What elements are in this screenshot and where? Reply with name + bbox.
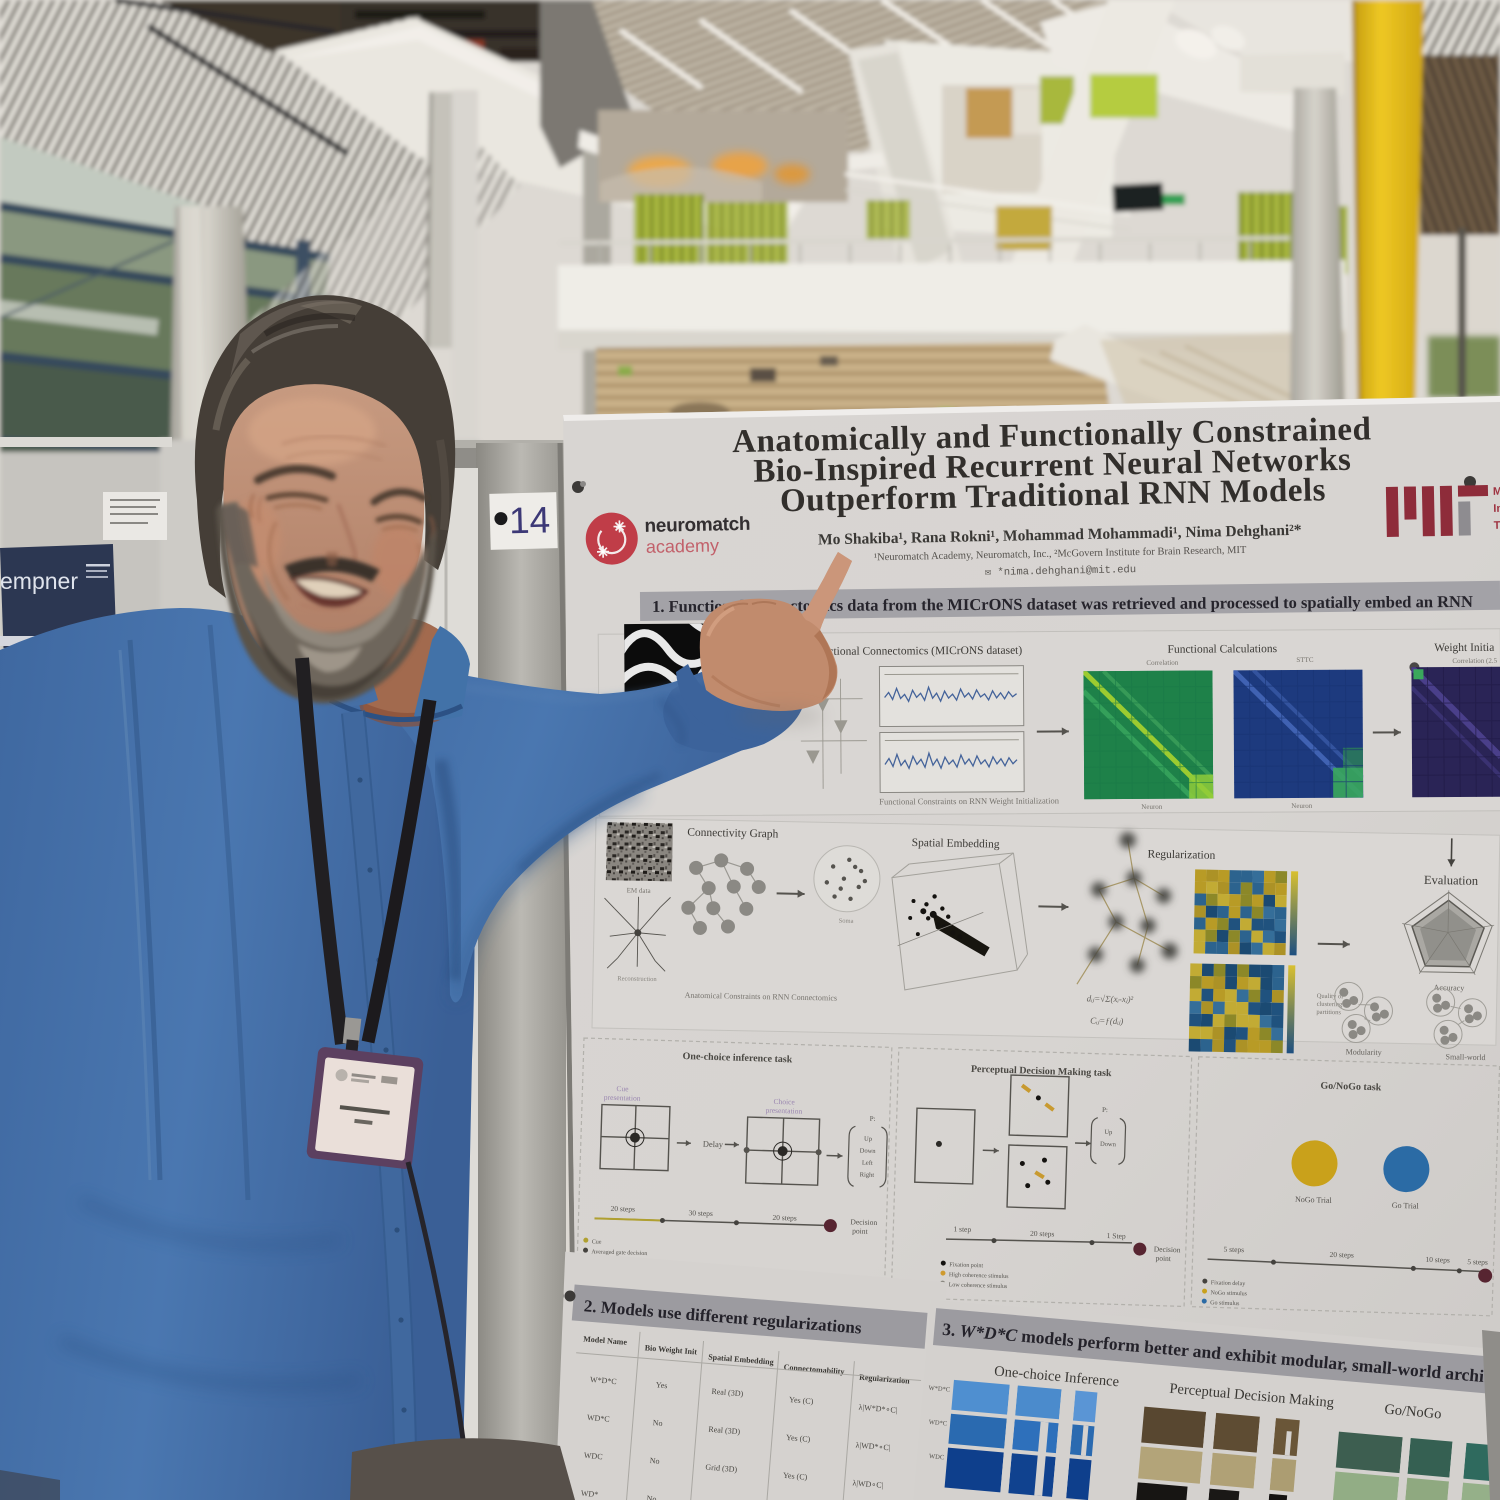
svg-text:Te: Te: [1494, 520, 1500, 532]
svg-text:Go Trial: Go Trial: [1392, 1201, 1420, 1211]
svg-text:Modularity: Modularity: [1346, 1047, 1382, 1057]
svg-text:Functional Connectomics (MICrO: Functional Connectomics (MICrONS dataset…: [810, 645, 1022, 658]
svg-text:Functional Constraints on RNN: Functional Constraints on RNN Weight Ini…: [879, 795, 1060, 806]
svg-text:Accuracy: Accuracy: [1434, 983, 1465, 993]
svg-text:Small-world: Small-world: [1446, 1052, 1486, 1062]
svg-text:neuromatch: neuromatch: [644, 514, 750, 537]
svg-text:Fixation delay: Fixation delay: [1211, 1280, 1246, 1287]
svg-text:Yes (C): Yes (C): [786, 1433, 811, 1444]
svg-text:20 steps: 20 steps: [610, 1204, 635, 1214]
svg-text:In: In: [1493, 503, 1500, 515]
svg-text:Low coherence stimulus: Low coherence stimulus: [949, 1282, 1008, 1290]
svg-text:Up: Up: [864, 1136, 872, 1143]
svg-text:Cᵢⱼ=ƒ(dᵢⱼ): Cᵢⱼ=ƒ(dᵢⱼ): [1090, 1015, 1123, 1026]
svg-text:EM data: EM data: [627, 887, 652, 895]
svg-text:Yes (C): Yes (C): [783, 1471, 808, 1482]
svg-text:1 step: 1 step: [953, 1224, 971, 1234]
svg-text:λ|WD∘C|: λ|WD∘C|: [852, 1478, 883, 1489]
svg-text:Real (3D): Real (3D): [708, 1425, 741, 1437]
svg-text:empner: empner: [0, 568, 78, 594]
svg-text:W*D*C: W*D*C: [590, 1375, 617, 1386]
svg-text:1 Step: 1 Step: [1107, 1231, 1126, 1241]
svg-text:λ|W*D*∘C|: λ|W*D*∘C|: [858, 1403, 897, 1415]
svg-text:Soma: Soma: [839, 918, 854, 925]
svg-text:Real (3D): Real (3D): [711, 1387, 744, 1399]
svg-text:Correlation: Correlation: [1146, 659, 1178, 667]
svg-text:Functional Calculations: Functional Calculations: [1167, 643, 1277, 656]
svg-text:✉ *nima.dehghani@mit.edu: ✉ *nima.dehghani@mit.edu: [985, 564, 1136, 579]
svg-text:academy: academy: [646, 535, 719, 556]
svg-text:WD*C: WD*C: [587, 1413, 610, 1424]
svg-text:Reconstruction: Reconstruction: [617, 975, 657, 983]
svg-text:W*D*C: W*D*C: [928, 1385, 950, 1394]
svg-text:Quality of: Quality of: [1317, 993, 1345, 1001]
svg-text:point: point: [1155, 1254, 1172, 1263]
svg-text:Weight Initia: Weight Initia: [1434, 642, 1494, 654]
svg-text:20 steps: 20 steps: [1030, 1229, 1055, 1239]
svg-text:dᵢⱼ=√Σ(xᵢ-xⱼ)²: dᵢⱼ=√Σ(xᵢ-xⱼ)²: [1087, 993, 1134, 1004]
svg-text:Cue: Cue: [616, 1084, 629, 1093]
svg-text:No: No: [652, 1418, 662, 1428]
svg-text:Down: Down: [1100, 1141, 1117, 1149]
svg-text:λ|WD*∘C|: λ|WD*∘C|: [855, 1441, 890, 1453]
svg-text:P:: P:: [1102, 1106, 1108, 1114]
svg-text:5 steps: 5 steps: [1467, 1257, 1488, 1267]
svg-text:Yes (C): Yes (C): [789, 1395, 814, 1406]
svg-text:10 steps: 10 steps: [1425, 1255, 1450, 1265]
svg-text:M: M: [1493, 486, 1500, 498]
svg-text:No: No: [646, 1494, 656, 1500]
svg-text:5 steps: 5 steps: [1223, 1245, 1244, 1255]
svg-text:Fixation point: Fixation point: [949, 1262, 983, 1269]
svg-text:Right: Right: [860, 1171, 875, 1178]
svg-text:14: 14: [508, 499, 550, 541]
svg-text:WD*C: WD*C: [928, 1419, 947, 1428]
svg-text:Up: Up: [1104, 1129, 1112, 1136]
svg-text:Choice: Choice: [773, 1097, 795, 1107]
svg-text:presentation: presentation: [604, 1093, 641, 1103]
svg-text:Grid (3D): Grid (3D): [705, 1463, 738, 1475]
svg-text:Go stimulus: Go stimulus: [1210, 1300, 1240, 1307]
svg-text:clustering: clustering: [1317, 1001, 1344, 1009]
svg-text:NoGo stimulus: NoGo stimulus: [1210, 1290, 1247, 1297]
svg-text:No: No: [649, 1456, 659, 1466]
svg-text:Left: Left: [862, 1160, 873, 1167]
svg-text:WDC: WDC: [584, 1451, 603, 1461]
svg-text:Go/NoGo: Go/NoGo: [1384, 1402, 1442, 1423]
svg-text:Evaluation: Evaluation: [1424, 873, 1479, 888]
svg-text:One-choice inference task: One-choice inference task: [682, 1051, 793, 1065]
svg-text:P:: P:: [870, 1115, 876, 1123]
svg-text:Cue: Cue: [592, 1239, 602, 1245]
svg-text:NoGo Trial: NoGo Trial: [1295, 1195, 1333, 1205]
svg-text:Delay: Delay: [703, 1139, 724, 1150]
svg-text:STTC: STTC: [1296, 656, 1313, 664]
svg-text:Neuron: Neuron: [1141, 803, 1163, 811]
svg-text:WDC: WDC: [929, 1453, 945, 1461]
svg-text:Go/NoGo task: Go/NoGo task: [1320, 1081, 1382, 1094]
svg-text:20 steps: 20 steps: [772, 1213, 797, 1223]
svg-text:Averaged gate decision: Averaged gate decision: [591, 1249, 647, 1257]
svg-text:point: point: [852, 1226, 869, 1235]
svg-text:High coherence stimulus: High coherence stimulus: [949, 1272, 1009, 1280]
svg-text:Connectivity Graph: Connectivity Graph: [687, 827, 778, 841]
svg-text:Bio Weight Init: Bio Weight Init: [644, 1343, 697, 1356]
svg-text:Model Name: Model Name: [583, 1334, 628, 1347]
svg-text:Neuron: Neuron: [1291, 802, 1313, 810]
svg-text:Correlation (2.5: Correlation (2.5: [1452, 657, 1497, 665]
svg-text:Anatomical Constraints on RNN: Anatomical Constraints on RNN Connectomi…: [685, 991, 838, 1003]
svg-text:Regularization: Regularization: [1147, 849, 1215, 862]
svg-text:Decision: Decision: [850, 1217, 877, 1227]
svg-text:30 steps: 30 steps: [688, 1208, 713, 1218]
svg-text:Down: Down: [860, 1147, 877, 1155]
svg-text:presentation: presentation: [765, 1106, 802, 1116]
svg-text:Decision: Decision: [1154, 1245, 1181, 1255]
svg-text:20 steps: 20 steps: [1329, 1250, 1354, 1260]
svg-text:partitions: partitions: [1316, 1009, 1341, 1016]
svg-text:Regularization: Regularization: [859, 1373, 911, 1386]
svg-text:Spatial Embedding: Spatial Embedding: [912, 837, 1000, 851]
svg-text:WD*: WD*: [581, 1489, 599, 1499]
svg-text:Perceptual Decision Making tas: Perceptual Decision Making task: [971, 1064, 1112, 1079]
svg-text:Yes: Yes: [656, 1380, 668, 1390]
